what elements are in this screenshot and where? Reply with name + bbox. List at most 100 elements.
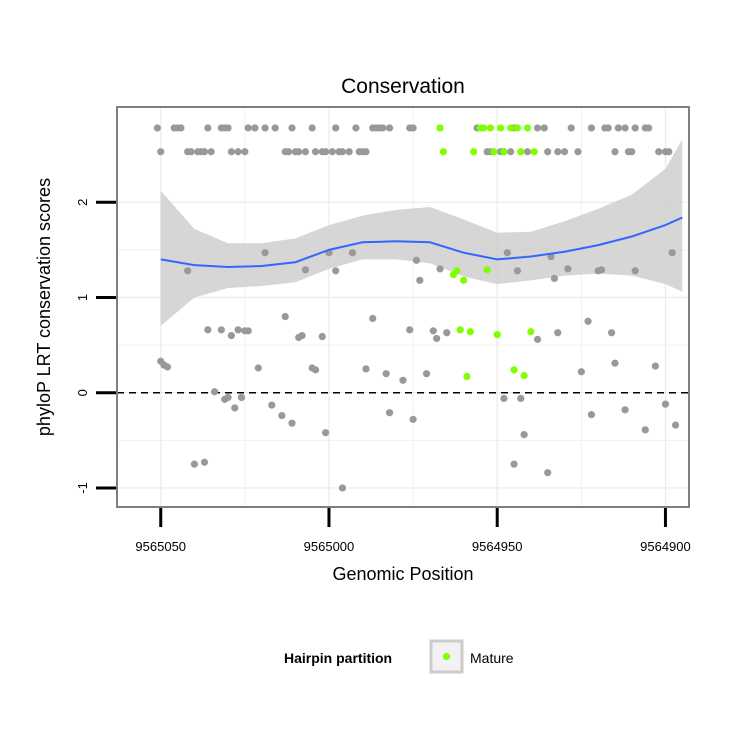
point-all — [288, 124, 296, 132]
point-all — [641, 426, 649, 434]
point-all — [544, 469, 552, 477]
point-all — [271, 124, 279, 132]
point-mature — [480, 124, 488, 132]
panel-border — [116, 106, 690, 508]
point-all — [311, 148, 320, 156]
point-all — [520, 431, 528, 439]
y-axis: -1 0 1 2 — [75, 199, 116, 494]
legend-title: Hairpin partition — [284, 650, 392, 666]
point-all — [153, 124, 161, 132]
point-all — [254, 364, 262, 372]
point-mature — [463, 372, 471, 381]
point-all — [268, 401, 276, 409]
point-all — [231, 404, 239, 412]
point-mature — [510, 366, 518, 374]
point-all — [204, 124, 212, 132]
smooth-trend-line — [160, 216, 683, 269]
point-all — [200, 458, 209, 466]
point-all — [540, 124, 548, 132]
point-all — [507, 148, 515, 156]
point-all — [338, 148, 347, 156]
point-all — [311, 366, 320, 374]
point-all — [187, 148, 195, 156]
point-all — [338, 484, 347, 492]
point-mature — [483, 266, 491, 274]
point-all — [645, 124, 653, 132]
point-all — [628, 148, 636, 156]
chart-title: Conservation — [341, 75, 465, 98]
point-all — [210, 388, 219, 396]
point-all — [550, 274, 559, 283]
point-all — [399, 376, 407, 384]
point-all — [385, 124, 394, 132]
y-tick-label: 1 — [75, 294, 90, 301]
point-all — [608, 329, 616, 337]
point-mature — [459, 276, 468, 284]
x-tick-label: 9565000 — [304, 539, 355, 554]
smooth-confidence-band — [160, 139, 683, 327]
point-all — [157, 148, 165, 156]
point-all — [322, 148, 330, 156]
point-mature — [453, 267, 461, 275]
point-all — [631, 124, 639, 132]
legend-label-mature: Mature — [470, 650, 514, 666]
point-all — [177, 124, 185, 132]
point-all — [510, 460, 518, 468]
point-all — [227, 148, 235, 156]
point-all — [332, 267, 340, 275]
point-all — [332, 124, 340, 132]
x-tick-label: 9564950 — [472, 539, 523, 554]
point-all — [237, 393, 246, 402]
point-all — [500, 394, 508, 403]
y-tick-label: 2 — [75, 199, 90, 206]
point-all — [533, 124, 542, 132]
x-tick-label: 9565050 — [135, 539, 186, 554]
point-all — [190, 460, 198, 468]
point-all — [564, 265, 572, 273]
point-mature — [513, 124, 522, 132]
point-all — [234, 326, 242, 334]
point-all — [163, 363, 172, 371]
point-all — [436, 265, 444, 273]
point-all — [251, 124, 259, 132]
point-all — [443, 329, 451, 337]
point-mature — [507, 124, 515, 132]
point-mature — [490, 148, 498, 156]
point-all — [362, 365, 370, 373]
point-all — [597, 266, 606, 274]
point-mature — [466, 328, 474, 336]
point-mature — [470, 148, 478, 156]
point-all — [614, 124, 622, 132]
point-all — [362, 148, 370, 156]
point-all — [328, 148, 336, 156]
point-all — [661, 400, 670, 408]
point-all — [574, 148, 582, 156]
point-mature — [520, 371, 528, 380]
point-all — [584, 317, 592, 325]
point-all — [281, 312, 289, 321]
point-all — [651, 362, 659, 370]
point-all — [406, 326, 414, 334]
point-all — [224, 393, 232, 402]
point-all — [379, 124, 387, 132]
point-all — [278, 411, 286, 420]
point-all — [503, 249, 511, 257]
y-tick-label: 0 — [75, 389, 90, 396]
point-all — [318, 332, 326, 341]
point-all — [244, 327, 252, 335]
legend: Hairpin partition Mature — [284, 639, 514, 674]
point-all — [385, 409, 394, 417]
point-mature — [439, 148, 447, 156]
x-axis-title: Genomic Position — [332, 564, 473, 584]
point-all — [348, 249, 357, 257]
point-all — [665, 148, 673, 156]
point-all — [204, 326, 212, 334]
point-all — [322, 429, 330, 437]
point-mature — [486, 124, 495, 132]
point-mature — [523, 124, 532, 132]
point-all — [234, 148, 242, 156]
point-all — [567, 124, 575, 132]
point-all — [517, 394, 525, 403]
point-all — [382, 370, 390, 378]
